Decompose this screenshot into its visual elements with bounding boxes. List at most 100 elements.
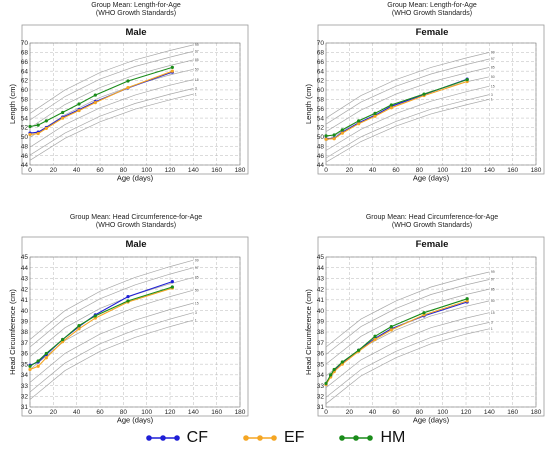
chart4-series-hm-point [465, 297, 469, 301]
chart1-xtick: 20 [50, 167, 58, 174]
legend-label-hm: HM [380, 429, 406, 446]
chart4-reference-curve-p1 [325, 328, 490, 405]
chart1-series-ef-point [126, 85, 130, 90]
chart1-series-hm-point [36, 123, 40, 127]
chart1-ytick: 64 [21, 68, 29, 75]
chart4-series-ef-point [373, 337, 377, 342]
chart2-series-hm-point [389, 103, 393, 107]
chart1-series-hm-point [170, 65, 174, 69]
chart3-xtick: 180 [235, 409, 246, 416]
chart3-series-ef-point [36, 364, 40, 368]
chart2-series-ef-point [373, 114, 377, 118]
legend-item-ef: EF [242, 429, 304, 447]
chart1-reference-curve-p97 [29, 51, 194, 121]
chart4-percentile-label: 15 [491, 311, 495, 315]
chart3-percentile-label: 15 [195, 301, 199, 305]
chart4-panel-title: Female [416, 239, 449, 250]
chart3-panel: Group Mean: Head Circumference-for-Age(W… [8, 214, 249, 425]
chart3-title: Group Mean: Head Circumference-for-Age [70, 214, 202, 221]
chart2-percentile-label: 85 [491, 66, 495, 70]
chart2-series-ef-line [325, 80, 468, 140]
chart2-xtick: 140 [484, 167, 495, 174]
chart2-reference-curve-p85 [325, 67, 490, 132]
chart2-xlabel: Age (days) [413, 174, 450, 183]
chart1-ytick: 68 [21, 50, 29, 57]
chart2-panel: Group Mean: Length-for-Age(WHO Growth St… [304, 2, 545, 183]
chart4-ytick: 37 [317, 340, 325, 347]
chart3-ytick: 37 [21, 340, 29, 347]
chart4-xtick: 80 [416, 409, 424, 416]
chart2-ytick: 52 [317, 125, 325, 132]
chart4-series-ef-point [389, 328, 393, 332]
chart3-series-ef-line [29, 287, 173, 371]
chart4-xtick: 160 [507, 409, 518, 416]
chart3-series-hm-point [170, 285, 174, 289]
chart1-ytick: 62 [21, 78, 29, 85]
chart2-ytick: 66 [317, 59, 325, 66]
chart2-ytick: 70 [317, 40, 325, 47]
chart3-ytick: 38 [21, 329, 29, 336]
chart1-series-ef-point [61, 116, 65, 120]
chart2-ytick: 46 [317, 153, 325, 160]
chart2-ytick: 48 [317, 143, 325, 150]
chart4-ytick: 32 [317, 393, 325, 400]
chart3-frame [21, 236, 249, 417]
chart4-ytick: 33 [317, 383, 325, 390]
chart4-series-hm-point [332, 367, 336, 372]
chart4-series-hm-point [422, 311, 426, 315]
chart1-xlabel: Age (days) [117, 174, 154, 183]
chart3-reference-curve-p97 [29, 267, 194, 348]
chart2-series-hm-line [325, 79, 468, 137]
chart3-series-ef-point [44, 356, 48, 360]
chart1-xtick: 160 [211, 167, 222, 174]
chart4-xtick: 140 [484, 409, 495, 416]
chart1-xtick: 40 [73, 167, 81, 174]
chart2-xtick: 40 [369, 167, 377, 174]
chart1-panel-title: Male [125, 27, 146, 38]
chart4-series-hm-point [373, 334, 377, 338]
chart2-percentile-label: 50 [491, 75, 495, 79]
chart3-reference-curve-p15 [29, 302, 194, 383]
chart4-ytick: 42 [317, 286, 325, 293]
chart1-xtick: 140 [188, 167, 199, 174]
chart4-ytick: 43 [317, 276, 325, 283]
chart2-xtick: 120 [461, 167, 472, 174]
chart3-percentile-label: 97 [195, 266, 199, 270]
chart2-reference-curve-p15 [325, 85, 490, 151]
chart3-ylabel: Head Circumference (cm) [8, 289, 17, 375]
chart2-series-ef-point [340, 131, 344, 135]
chart1-ytick: 44 [21, 162, 29, 169]
chart3-reference-curve-p85 [29, 277, 194, 357]
chart3-ytick: 34 [21, 372, 29, 379]
chart1-series-hm-point [77, 102, 81, 106]
chart4-xtick: 20 [346, 409, 354, 416]
chart1-series-hm-point [126, 79, 130, 83]
chart2-series-ef-point [357, 122, 361, 126]
chart1-series-hm-point [28, 124, 32, 129]
chart4-xtick: 40 [369, 409, 377, 416]
chart1-ytick: 48 [21, 143, 29, 150]
chart2-percentile-label: 97 [491, 57, 495, 61]
chart1-title: Group Mean: Length-for-Age [91, 2, 181, 9]
chart3-ytick: 32 [21, 393, 29, 400]
chart4-series-hm-point [340, 360, 344, 364]
chart2-ytick: 58 [317, 97, 325, 104]
chart4-reference-curve-p3 [325, 322, 490, 398]
chart2-ytick: 54 [317, 115, 325, 122]
chart4-ytick: 39 [317, 318, 325, 325]
chart3-ytick: 44 [21, 265, 29, 272]
chart1-ytick: 50 [21, 134, 29, 141]
chart3-series-hm-point [36, 359, 40, 363]
chart1-ytick: 46 [21, 153, 29, 160]
chart4-ytick: 45 [317, 254, 325, 261]
chart4-xtick: 60 [392, 409, 400, 416]
legend-swatch-cf [145, 435, 180, 441]
chart3-xtick: 120 [165, 409, 176, 416]
chart4-subtitle: (WHO Growth Standards) [392, 222, 472, 229]
chart2-series-ef-point [389, 106, 393, 110]
chart4-ytick: 34 [317, 372, 325, 379]
chart3-xtick: 140 [188, 409, 199, 416]
chart4-reference-curve-p97 [325, 279, 490, 355]
chart2-xtick: 0 [324, 167, 328, 174]
chart1-reference-curve-p1 [29, 93, 194, 161]
